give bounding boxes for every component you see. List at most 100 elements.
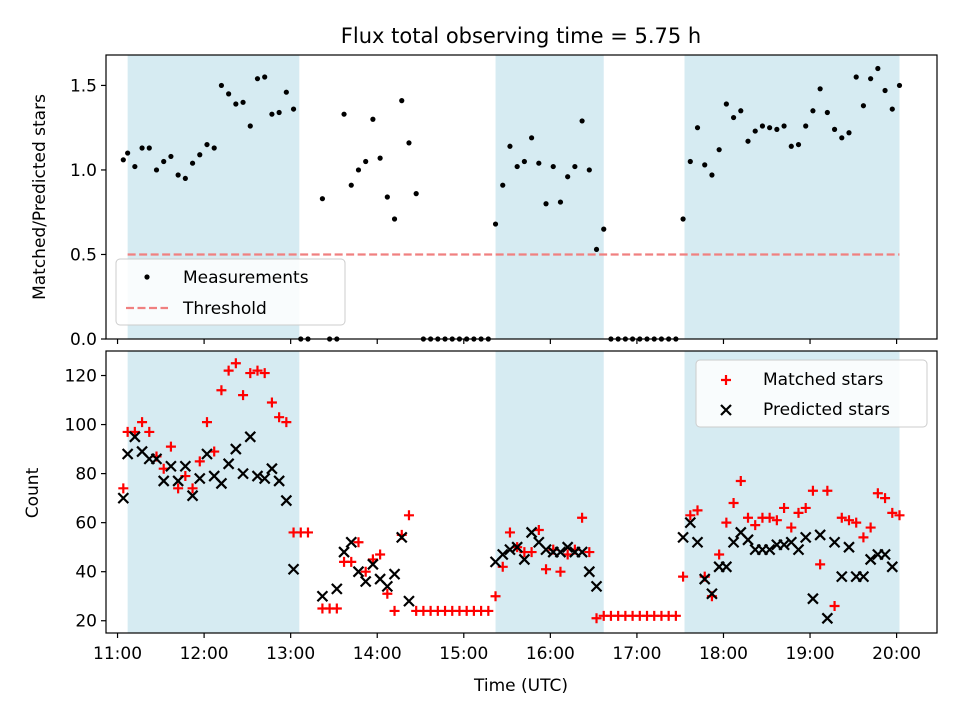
x-tick-label: 11:00 [93,644,142,664]
legend-predicted-label: Predicted stars [763,400,890,420]
measurement-point [500,182,506,188]
matched-star-point [865,522,876,533]
measurement-point [839,135,845,141]
bottom-y-tick-label: 80 [75,465,97,485]
predicted-star-point [179,460,192,473]
matched-star-point [194,456,205,467]
predicted-star-point [879,548,891,561]
predicted-star-point [706,587,718,600]
top-y-tick-label: 1.5 [70,76,97,96]
measurement-point [868,76,874,82]
measurement-point [723,101,729,107]
measurement-point [492,221,499,227]
measurement-point [521,158,527,165]
matched-star-point [577,512,588,523]
predicted-star-point [691,536,704,549]
measurement-point [565,174,571,180]
top-axes-frame [105,54,938,340]
measurement-point [543,201,549,207]
x-tick-label: 13:00 [266,644,315,664]
legend-matched-marker [721,375,731,385]
measurement-point [247,123,253,129]
predicted-star-point [778,538,790,551]
predicted-star-point [525,526,538,539]
matched-star-point [201,417,212,428]
measurement-point [557,199,564,205]
predicted-star-point [230,443,242,455]
predicted-star-point [388,568,401,580]
matched-star-point [714,549,725,560]
predicted-star-point [511,541,523,553]
measurement-point [262,74,268,80]
measurement-point [182,175,188,182]
measurement-point [514,163,520,170]
measurement-point [125,150,131,156]
predicted-star-point [677,531,689,544]
measurement-point [601,226,607,232]
matched-star-point [137,417,148,428]
x-tick-label: 12:00 [180,644,229,664]
predicted-star-point [244,431,257,443]
measurement-point [161,158,167,165]
measurement-point [788,143,794,149]
predicted-star-point [287,563,300,576]
predicted-star-point [828,536,841,549]
matched-star-point [245,368,256,379]
legend-box [115,258,346,326]
matched-star-point [858,532,869,543]
legend-box [695,359,928,428]
matched-star-point [815,559,826,570]
matched-star-point [880,493,891,504]
measurement-point [745,138,751,144]
predicted-star-point [345,536,358,549]
measurement-point [211,145,217,151]
x-tick-label: 18:00 [699,644,748,664]
bottom-panel: 20 40 60 80 100 120 11:00 12:00 13:00 14:00 15:00 1… [65,350,938,664]
predicted-star-point [186,489,199,502]
predicted-star-point [251,470,264,482]
predicted-star-point [403,595,415,607]
matched-star-point [685,510,696,521]
matched-star-point [274,412,285,423]
predicted-star-point [504,543,516,556]
matched-star-point [721,517,732,528]
matched-star-point [490,591,501,602]
measurement-point [817,86,823,92]
top-shaded-interval [495,55,604,339]
predicted-star-point [496,548,509,561]
predicted-star-point [266,462,278,475]
matched-star-point [252,365,263,376]
legend-measurements-label: Measurements [183,268,309,288]
top-y-tick-label: 1.0 [70,161,97,181]
matched-star-point [382,588,393,599]
bottom-y-tick-label: 40 [75,563,97,583]
matched-star-point [266,397,277,408]
predicted-star-point [381,580,394,593]
matched-star-point [807,485,818,496]
measurement-point [824,109,830,116]
matched-star-point [555,566,566,577]
measurement-point [730,114,737,121]
measurement-point [399,98,405,104]
measurement-point [716,147,722,153]
predicted-star-point [316,590,329,602]
measurement-point [197,152,203,158]
matched-star-point [504,527,515,538]
predicted-star-point [583,565,596,578]
matched-star-point [223,365,234,376]
matched-star-point [786,522,797,533]
measurement-point [132,163,138,170]
x-tick-label: 16:00 [526,644,575,664]
measurement-point [694,125,701,131]
matched-star-point [670,610,681,621]
matched-star-point [238,390,249,401]
measurement-point [882,87,888,94]
predicted-star-point [165,460,177,473]
measurement-point [795,141,802,148]
predicted-star-point [193,472,206,485]
matched-star-point [771,515,782,526]
matched-star-point [353,537,364,548]
measurement-point [254,76,261,82]
matched-star-point [165,441,176,452]
